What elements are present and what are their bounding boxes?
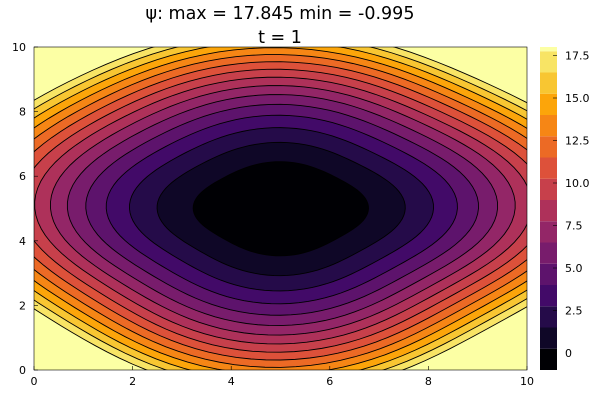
colorbar-band-10 [540, 136, 557, 158]
x-tick-label: 0 [31, 375, 38, 388]
colorbar-tick-label: 0 [565, 347, 572, 360]
colorbar-band-8 [540, 178, 557, 200]
colorbar-band-3 [540, 285, 557, 307]
y-tick-label: 4 [19, 235, 26, 248]
chart-subtitle: t = 1 [258, 28, 302, 48]
colorbar-tick-label: 15.0 [565, 92, 590, 105]
colorbar-band-5 [540, 242, 557, 264]
x-tick-label: 10 [520, 375, 534, 388]
y-axis: 0 2 4 6 8 10 [12, 41, 38, 377]
colorbar-band-11 [540, 115, 557, 137]
colorbar-band-14 [540, 51, 557, 73]
colorbar-band-9 [540, 157, 557, 179]
colorbar-band-7 [540, 200, 557, 222]
colorbar-band-6 [540, 221, 557, 243]
x-tick-label: 6 [326, 375, 333, 388]
colorbar-band-15 [540, 47, 557, 52]
colorbar-tick-label: 17.5 [565, 50, 590, 63]
chart-title: ψ: max = 17.845 min = -0.995 [146, 4, 415, 24]
y-tick-label: 10 [12, 41, 26, 54]
colorbar-band-4 [540, 263, 557, 285]
plot-frame [33, 46, 528, 371]
plot-area [34, 47, 527, 370]
contour-band-1 [192, 161, 369, 257]
y-tick-label: 6 [19, 170, 26, 183]
x-tick-label: 4 [228, 375, 235, 388]
colorbar-band-0 [540, 348, 557, 370]
x-tick-label: 2 [129, 375, 136, 388]
colorbar-band-2 [540, 306, 557, 328]
colorbar-tick-label: 10.0 [565, 177, 590, 190]
colorbar-ticks: 0 2.5 5.0 7.5 10.0 12.5 15.0 17.5 [553, 50, 590, 360]
colorbar-tick-label: 5.0 [565, 262, 583, 275]
colorbar-band-13 [540, 72, 557, 94]
x-tick-label: 8 [425, 375, 432, 388]
y-tick-label: 2 [19, 299, 26, 312]
y-tick-label: 8 [19, 106, 26, 119]
colorbar-band-12 [540, 93, 557, 115]
colorbar-tick-label: 12.5 [565, 135, 590, 148]
colorbar-tick-label: 7.5 [565, 220, 583, 233]
x-axis: 0 2 4 6 8 10 [31, 366, 534, 388]
colorbar-band-1 [540, 327, 557, 349]
colorbar [540, 47, 557, 370]
colorbar-tick-label: 2.5 [565, 305, 583, 318]
y-tick-label: 0 [19, 364, 26, 377]
